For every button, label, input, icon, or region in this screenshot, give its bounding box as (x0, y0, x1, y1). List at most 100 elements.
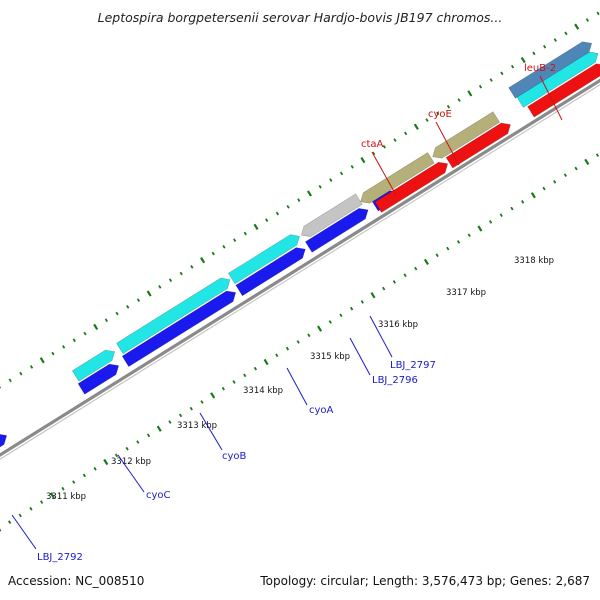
outer-tick-mark (478, 84, 483, 89)
scale-label: 3314 kbp (243, 386, 283, 396)
gene-label-leuB-2[interactable]: leuB-2 (524, 63, 556, 74)
inner-tick-mark (584, 158, 590, 165)
outer-tick-mark (126, 305, 130, 309)
inner-tick-mark (7, 520, 12, 524)
inner-tick-mark (168, 420, 172, 424)
outer-tick-mark (339, 171, 344, 176)
inner-tick-mark (553, 180, 557, 184)
inner-tick-mark (125, 446, 129, 451)
outer-tick-mark (543, 44, 547, 49)
gene-ctaA[interactable] (360, 152, 435, 204)
map-title: Leptospira borgpetersenii serovar Hardjo… (97, 10, 503, 25)
label-leader-line (11, 514, 37, 550)
gene-gray[interactable] (300, 193, 363, 238)
gene-cyan-1[interactable] (71, 349, 115, 382)
outer-tick-mark (211, 251, 215, 256)
outer-tick-mark (39, 357, 45, 364)
gene-LBJ_2792[interactable] (0, 434, 8, 455)
gene-LBJ_2796[interactable] (304, 208, 369, 253)
backbone-line-inner (0, 84, 600, 460)
scale-label: 3316 kbp (378, 320, 418, 330)
inner-tick-mark (156, 425, 162, 432)
inner-tick-mark (93, 466, 97, 471)
gene-label-LBJ_2792[interactable]: LBJ_2792 (37, 552, 83, 563)
outer-tick-mark (104, 318, 108, 323)
scale-label: 3317 kbp (446, 288, 486, 298)
gene-label-LBJ_2796[interactable]: LBJ_2796 (372, 375, 418, 386)
gene-label-cyoA[interactable]: cyoA (309, 405, 334, 416)
inner-tick-mark (61, 486, 65, 491)
inner-tick-mark (146, 433, 151, 438)
inner-tick-mark (221, 386, 225, 391)
outer-tick-mark (72, 338, 76, 343)
label-leader-line (371, 151, 397, 196)
inner-tick-mark (542, 186, 546, 191)
inner-tick-mark (510, 206, 514, 211)
inner-tick-mark (328, 320, 332, 324)
outer-tick-mark (520, 56, 526, 64)
inner-tick-mark (499, 213, 503, 218)
inner-tick-mark (136, 440, 140, 444)
outer-tick-mark (329, 178, 333, 182)
gene-cyoB[interactable] (121, 290, 237, 368)
outer-tick-mark (413, 123, 419, 130)
inner-tick-mark (435, 253, 439, 258)
outer-tick-mark (275, 211, 280, 216)
inner-tick-mark (114, 453, 119, 458)
inner-tick-mark (488, 220, 493, 224)
outer-tick-mark (564, 31, 568, 36)
inner-tick-mark (530, 192, 536, 199)
inner-tick-mark (49, 492, 55, 499)
gene-label-cyoC[interactable]: cyoC (146, 490, 171, 501)
inner-tick-mark (403, 273, 407, 278)
inner-tick-mark (339, 313, 343, 318)
gene-label-LBJ_2797[interactable]: LBJ_2797 (390, 360, 436, 371)
outer-tick-mark (297, 198, 301, 202)
label-leader-line (435, 121, 460, 166)
inner-tick-mark (29, 506, 33, 511)
gene-cyoA[interactable] (235, 247, 306, 297)
outer-tick-mark (8, 378, 12, 383)
outer-tick-mark (146, 290, 152, 297)
outer-tick-mark (393, 138, 397, 142)
genome-summary: Topology: circular; Length: 3,576,473 bp… (260, 574, 590, 588)
outer-tick-mark (19, 371, 23, 376)
inner-tick-mark (178, 413, 183, 418)
outer-tick-mark (436, 111, 440, 116)
outer-tick-mark (306, 190, 312, 197)
inner-tick-mark (275, 353, 279, 358)
outer-tick-mark (286, 204, 290, 209)
outer-tick-mark (510, 64, 515, 69)
outer-tick-mark (253, 223, 259, 230)
gene-red-3[interactable] (527, 63, 600, 118)
gene-label-cyoB[interactable]: cyoB (222, 451, 247, 462)
gene-cyan-3[interactable] (227, 234, 300, 285)
outer-tick-mark (360, 156, 366, 164)
label-leader-line (539, 75, 563, 121)
inner-tick-mark (210, 392, 216, 399)
outer-tick-mark (62, 345, 66, 349)
outer-tick-mark (29, 365, 34, 369)
inner-tick-mark (392, 280, 396, 284)
outer-tick-mark (222, 245, 226, 249)
gene-leuB-2[interactable] (508, 41, 593, 99)
gene-cyan-2[interactable] (116, 277, 231, 355)
outer-tick-mark (404, 131, 408, 136)
inner-tick-mark (477, 225, 483, 232)
outer-tick-mark (489, 78, 493, 82)
scale-label: 3318 kbp (514, 256, 554, 266)
accession-text: Accession: NC_008510 (8, 574, 145, 588)
inner-tick-mark (370, 292, 376, 299)
gene-cyoC[interactable] (77, 363, 120, 395)
outer-tick-mark (382, 144, 386, 149)
gene-red-2[interactable] (445, 122, 511, 169)
gene-label-ctaA[interactable]: ctaA (361, 139, 384, 150)
inner-tick-mark (189, 406, 193, 411)
label-leader-line (349, 337, 371, 376)
inner-tick-mark (232, 380, 236, 384)
gene-red-1[interactable] (374, 161, 449, 213)
gene-label-cyoE[interactable]: cyoE (428, 109, 452, 120)
inner-tick-mark (456, 240, 461, 244)
inner-tick-mark (360, 300, 364, 304)
